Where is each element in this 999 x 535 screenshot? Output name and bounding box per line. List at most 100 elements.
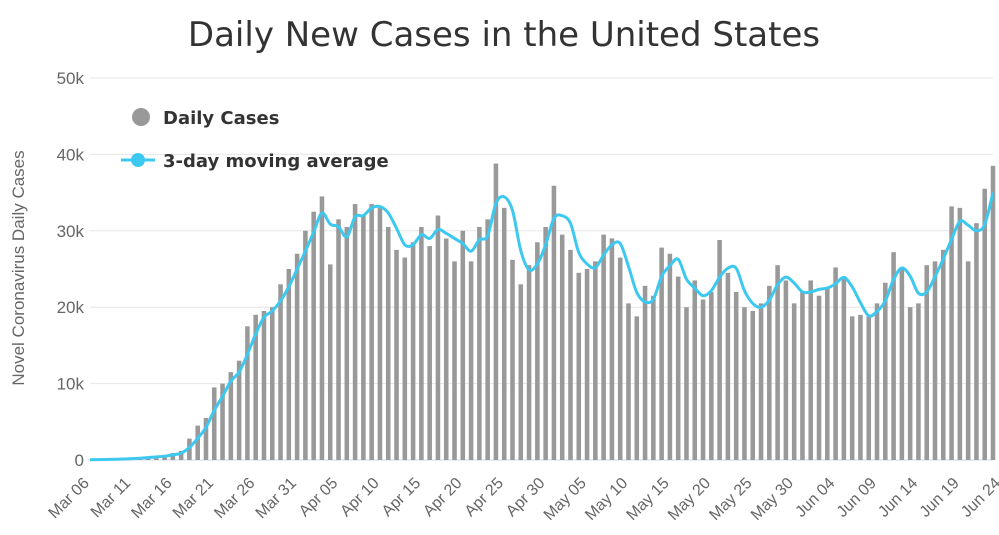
bar[interactable]: [261, 311, 267, 460]
bar[interactable]: [667, 253, 673, 460]
bar[interactable]: [617, 257, 623, 460]
bar[interactable]: [402, 257, 408, 460]
bar[interactable]: [178, 450, 184, 460]
bar[interactable]: [816, 295, 822, 460]
bar[interactable]: [294, 253, 300, 460]
bar[interactable]: [385, 226, 391, 460]
bar[interactable]: [916, 303, 921, 460]
bar[interactable]: [642, 285, 648, 460]
bar[interactable]: [170, 453, 176, 460]
bar[interactable]: [543, 226, 548, 460]
bar[interactable]: [518, 284, 524, 460]
bar[interactable]: [559, 234, 565, 460]
bar[interactable]: [336, 219, 341, 460]
bar[interactable]: [932, 261, 938, 460]
bar[interactable]: [435, 215, 441, 460]
bar[interactable]: [717, 239, 722, 460]
bar[interactable]: [551, 185, 557, 460]
bar[interactable]: [477, 226, 482, 460]
bar[interactable]: [783, 280, 789, 460]
bar[interactable]: [684, 307, 689, 460]
bar[interactable]: [891, 252, 896, 460]
bar[interactable]: [791, 303, 797, 460]
bar[interactable]: [659, 247, 664, 460]
bar[interactable]: [427, 246, 432, 460]
bar[interactable]: [899, 269, 905, 460]
bar[interactable]: [485, 219, 490, 460]
bar[interactable]: [858, 314, 863, 460]
bar[interactable]: [228, 372, 234, 460]
legend-marker-daily-cases[interactable]: [132, 108, 150, 126]
bar[interactable]: [775, 265, 780, 460]
bar[interactable]: [327, 264, 333, 460]
bar[interactable]: [245, 326, 250, 460]
bar[interactable]: [443, 238, 449, 460]
bar[interactable]: [965, 261, 971, 460]
bar[interactable]: [742, 307, 747, 460]
bar[interactable]: [692, 280, 698, 460]
bar[interactable]: [974, 223, 979, 460]
bar[interactable]: [709, 291, 714, 460]
bar[interactable]: [593, 261, 598, 460]
bar[interactable]: [800, 291, 805, 460]
bar[interactable]: [758, 303, 764, 460]
bar[interactable]: [907, 307, 913, 460]
bar[interactable]: [601, 234, 606, 460]
bar[interactable]: [634, 316, 640, 460]
bar[interactable]: [526, 265, 532, 460]
bar[interactable]: [269, 307, 275, 460]
bar[interactable]: [924, 265, 930, 460]
bar[interactable]: [750, 311, 756, 460]
bar[interactable]: [733, 291, 739, 460]
bar[interactable]: [725, 272, 731, 460]
bar[interactable]: [361, 215, 366, 460]
bar[interactable]: [849, 316, 855, 460]
bar[interactable]: [220, 383, 225, 460]
bar[interactable]: [468, 261, 474, 460]
bar[interactable]: [510, 259, 515, 460]
bar[interactable]: [419, 226, 424, 460]
bar[interactable]: [982, 188, 987, 460]
bar[interactable]: [883, 282, 888, 460]
bar[interactable]: [253, 314, 258, 460]
bar[interactable]: [452, 261, 457, 460]
bar[interactable]: [203, 417, 209, 460]
bar[interactable]: [195, 425, 200, 460]
bar[interactable]: [162, 455, 167, 460]
bar[interactable]: [833, 267, 838, 460]
bar[interactable]: [825, 288, 830, 460]
bar[interactable]: [808, 280, 814, 460]
bar[interactable]: [352, 204, 358, 460]
bar[interactable]: [410, 242, 416, 460]
bar[interactable]: [319, 196, 325, 461]
bar[interactable]: [626, 303, 631, 460]
bar[interactable]: [957, 207, 963, 460]
legend-marker-moving-average[interactable]: [131, 153, 145, 167]
bar[interactable]: [866, 316, 872, 460]
bar[interactable]: [311, 211, 316, 460]
bar[interactable]: [651, 295, 656, 460]
bar[interactable]: [874, 303, 880, 460]
bar[interactable]: [460, 230, 466, 460]
bar[interactable]: [949, 206, 954, 460]
bar[interactable]: [941, 249, 946, 460]
bar[interactable]: [576, 272, 582, 460]
bar[interactable]: [286, 269, 292, 460]
bar[interactable]: [278, 284, 283, 460]
bar[interactable]: [303, 230, 308, 460]
bar[interactable]: [394, 249, 399, 460]
bar[interactable]: [568, 249, 573, 460]
bar[interactable]: [535, 242, 540, 460]
bar[interactable]: [211, 387, 217, 460]
bar[interactable]: [990, 165, 996, 461]
bar[interactable]: [236, 360, 242, 460]
bar[interactable]: [675, 276, 681, 460]
bar[interactable]: [841, 276, 847, 460]
bar[interactable]: [767, 285, 772, 460]
legend-label-daily-cases[interactable]: Daily Cases: [163, 108, 279, 129]
bar[interactable]: [344, 226, 350, 460]
bar[interactable]: [501, 207, 507, 460]
bar[interactable]: [700, 299, 706, 460]
legend-label-moving-average[interactable]: 3-day moving average: [163, 151, 389, 172]
bar[interactable]: [609, 238, 615, 460]
